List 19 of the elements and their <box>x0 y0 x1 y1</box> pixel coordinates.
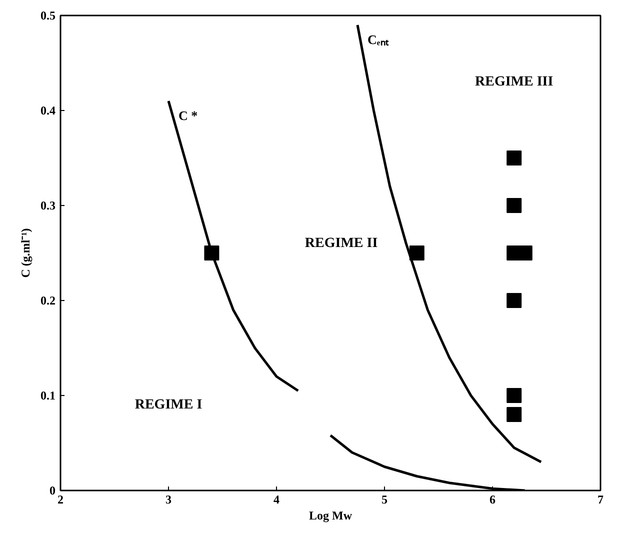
annotation: REGIME II <box>304 236 378 251</box>
x-tick-label: 3 <box>166 492 172 506</box>
y-tick-label: 0.1 <box>40 388 56 402</box>
y-tick-label: 0.4 <box>40 104 56 118</box>
x-axis-title: Log Mw <box>309 508 352 522</box>
x-tick-label: 5 <box>382 492 388 506</box>
x-tick-label: 4 <box>274 492 280 506</box>
y-tick-label: 0 <box>50 484 56 498</box>
y-tick-label: 0.2 <box>40 294 56 308</box>
series-label: Cₑₙₜ <box>368 32 390 47</box>
x-tick-label: 2 <box>58 492 64 506</box>
series-label: C * <box>178 108 198 123</box>
x-tick-label: 7 <box>598 492 604 506</box>
annotation: REGIME III <box>475 74 554 90</box>
y-tick-label: 0.3 <box>40 198 56 212</box>
y-axis-title: C (g.ml⁻¹) <box>18 228 32 278</box>
annotation: REGIME I <box>134 398 202 412</box>
y-tick-label: 0.5 <box>40 8 56 22</box>
x-tick-label: 6 <box>490 492 496 506</box>
